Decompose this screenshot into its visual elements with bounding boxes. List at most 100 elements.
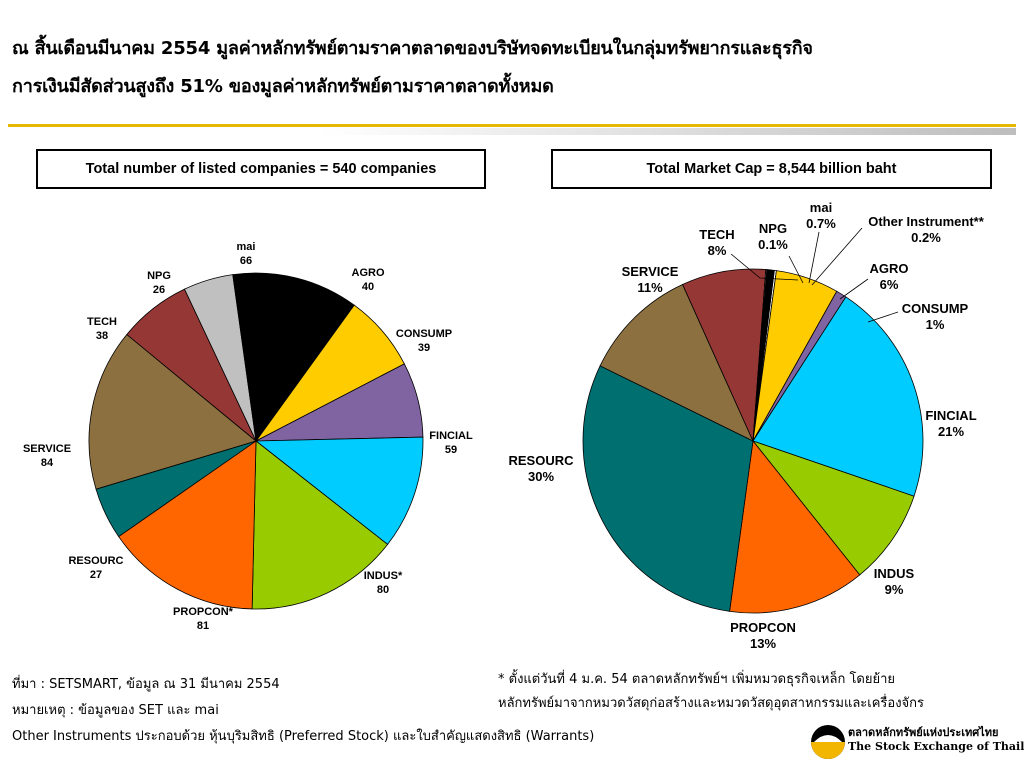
slice-name-fincial: FINCIAL <box>429 430 473 442</box>
slice-value-propcon: 13% <box>750 636 776 651</box>
pie-slice-mai <box>232 272 355 443</box>
slice-name-agro: AGRO <box>870 261 909 276</box>
slice-name-resourc: RESOURC <box>508 453 574 468</box>
slice-label-propcon: PROPCON 13% <box>730 620 796 651</box>
pie-slice-indus <box>251 440 389 610</box>
leader-line-mai <box>808 231 820 284</box>
slice-name-service: SERVICE <box>622 264 679 279</box>
pie-slice-service <box>88 333 257 490</box>
slice-name-consump: CONSUMP <box>902 301 969 316</box>
header-line-2: การเงินมีสัดส่วนสูงถึง 51% ของมูลค่าหลัก… <box>12 76 554 97</box>
asterisk-note-line-2: หลักทรัพย์มาจากหมวดวัสดุก่อสร้างและหมวดว… <box>498 696 925 711</box>
slice-value-other-instrument: 0.2% <box>911 230 941 245</box>
footer-asterisk-note: * ตั้งแต่วันที่ 4 ม.ค. 54 ตลาดหลักทรัพย์… <box>498 668 924 716</box>
header-line-1: ณ สิ้นเดือนมีนาคม 2554 มูลค่าหลักทรัพย์ต… <box>12 38 813 59</box>
pie-slice-propcon <box>118 440 257 610</box>
slice-label-propcon: PROPCON* 81 <box>173 606 234 632</box>
leader-line-agro <box>839 278 869 300</box>
chart-title-market-cap: Total Market Cap = 8,544 billion baht <box>551 149 992 189</box>
slice-name-tech: TECH <box>699 227 734 242</box>
slice-name-mai: mai <box>810 200 832 215</box>
slice-value-npg: 0.1% <box>758 237 788 252</box>
pie-slice-indus <box>751 440 915 576</box>
slice-name-agro: AGRO <box>352 267 385 279</box>
pie-chart-companies: AGRO 40 CONSUMP 39 FINCIAL 59 INDUS* 80 PROPCON*… <box>23 241 473 632</box>
chart-title-companies: Total number of listed companies = 540 c… <box>36 149 486 189</box>
slice-value-tech: 8% <box>708 243 727 258</box>
slice-label-npg: NPG 0.1% <box>758 221 788 252</box>
slice-label-service: SERVICE 84 <box>23 443 71 469</box>
slice-name-fincial: FINCIAL <box>925 408 976 423</box>
slice-name-indus: INDUS* <box>364 570 403 582</box>
logo-name-th: ตลาดหลักทรัพย์แห่งประเทศไทย <box>848 726 999 739</box>
slice-label-npg: NPG 26 <box>147 270 171 296</box>
set-logo-icon <box>811 725 845 759</box>
slice-value-npg: 26 <box>153 284 165 296</box>
slice-value-indus: 80 <box>377 584 389 596</box>
pie-slice-resourc <box>582 365 754 612</box>
slice-label-fincial: FINCIAL 59 <box>429 430 473 456</box>
footer-notes: ที่มา : SETSMART, ข้อมูล ณ 31 มีนาคม 255… <box>12 672 594 750</box>
slice-name-resourc: RESOURC <box>68 555 123 567</box>
slice-value-mai: 0.7% <box>806 216 836 231</box>
pie-slice-fincial <box>752 296 924 497</box>
leader-line-tech <box>730 253 799 281</box>
slice-name-propcon: PROPCON* <box>173 606 234 618</box>
slice-name-npg: NPG <box>147 270 171 282</box>
slice-label-consump: CONSUMP 39 <box>396 328 452 354</box>
pie-slice-propcon <box>729 440 861 614</box>
slice-value-resourc: 30% <box>528 469 554 484</box>
slice-label-mai: mai 0.7% <box>806 200 836 231</box>
slice-label-fincial: FINCIAL 21% <box>925 408 976 439</box>
slice-name-indus: INDUS <box>874 566 915 581</box>
source-note: ที่มา : SETSMART, ข้อมูล ณ 31 มีนาคม 255… <box>12 677 280 692</box>
remark-note: หมายเหตุ : ข้อมูลของ SET และ mai <box>12 703 219 718</box>
slice-value-fincial: 21% <box>938 424 964 439</box>
slice-name-other-instrument: Other Instrument** <box>868 214 985 229</box>
slice-label-resourc: RESOURC 27 <box>68 555 123 581</box>
slice-name-service: SERVICE <box>23 443 71 455</box>
pie-slice-service <box>599 283 754 442</box>
slice-name-propcon: PROPCON <box>730 620 796 635</box>
pie-slice-mai <box>752 269 775 442</box>
other-instruments-note: Other Instruments ประกอบด้วย หุ้นบุริมสิ… <box>12 729 595 744</box>
leader-line-npg <box>788 255 804 284</box>
slice-value-mai: 66 <box>240 255 252 267</box>
logo-name-en: The Stock Exchange of Thailand <box>848 740 1024 753</box>
slice-value-consump: 39 <box>418 342 430 354</box>
slice-label-agro: AGRO 40 <box>352 267 385 293</box>
page-header: ณ สิ้นเดือนมีนาคม 2554 มูลค่าหลักทรัพย์ต… <box>12 30 1012 106</box>
slice-label-tech: TECH 38 <box>87 316 117 342</box>
slice-label-mai: mai 66 <box>237 241 256 267</box>
slice-value-service: 11% <box>637 280 663 295</box>
slice-value-resourc: 27 <box>90 569 102 581</box>
slice-label-other-instrument: Other Instrument** 0.2% <box>868 214 985 245</box>
slice-label-consump: CONSUMP 1% <box>902 301 969 332</box>
pie-chart-market-cap: Other Instrument** 0.2%AGRO 6%CONSUMP 1%FIN… <box>508 200 984 651</box>
slice-label-indus: INDUS* 80 <box>364 570 403 596</box>
slice-name-npg: NPG <box>759 221 787 236</box>
header-shadow-divider <box>320 128 1016 135</box>
slice-value-consump: 1% <box>926 317 945 332</box>
leader-line-other-instrument <box>811 227 863 286</box>
slice-label-indus: INDUS 9% <box>874 566 915 597</box>
slice-name-tech: TECH <box>87 316 117 328</box>
slice-label-resourc: RESOURC 30% <box>508 453 574 484</box>
slice-value-service: 84 <box>41 457 54 469</box>
slice-name-mai: mai <box>237 241 256 253</box>
leader-line-consump <box>867 311 899 323</box>
slice-label-agro: AGRO 6% <box>870 261 909 292</box>
slice-value-agro: 40 <box>362 281 374 293</box>
slice-label-service: SERVICE 11% <box>622 264 679 295</box>
header-divider <box>8 124 1016 127</box>
asterisk-note-line-1: * ตั้งแต่วันที่ 4 ม.ค. 54 ตลาดหลักทรัพย์… <box>498 672 896 687</box>
slice-value-indus: 9% <box>885 582 904 597</box>
slice-value-agro: 6% <box>880 277 899 292</box>
slice-value-propcon: 81 <box>197 620 209 632</box>
slice-value-fincial: 59 <box>445 444 457 456</box>
slice-name-consump: CONSUMP <box>396 328 452 340</box>
pie-slice-fincial <box>254 436 424 545</box>
slice-value-tech: 38 <box>96 330 108 342</box>
slice-label-tech: TECH 8% <box>699 227 734 258</box>
